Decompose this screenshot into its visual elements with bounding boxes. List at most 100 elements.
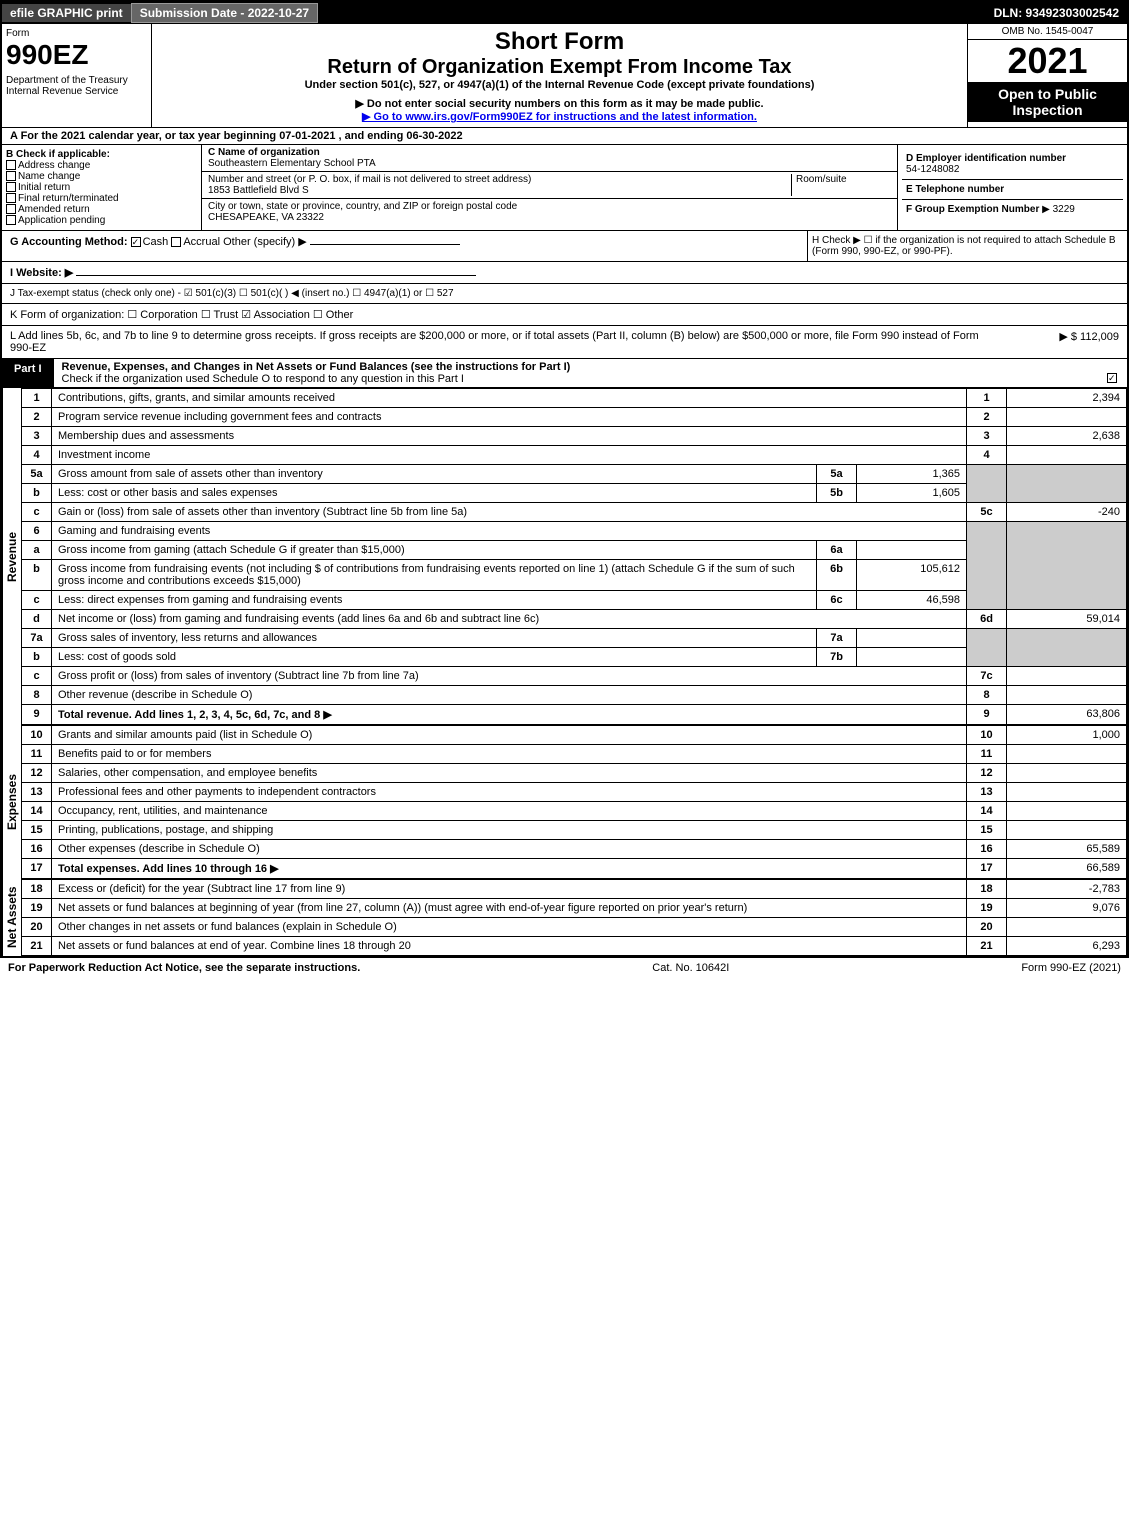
line-5c: cGain or (loss) from sale of assets othe… xyxy=(22,503,1127,522)
website-label: I Website: ▶ xyxy=(10,267,73,279)
expenses-sidebar: Expenses xyxy=(2,725,21,879)
section-l-amount: ▶ $ 112,009 xyxy=(999,330,1119,354)
line-8: 8Other revenue (describe in Schedule O)8 xyxy=(22,686,1127,705)
org-name: Southeastern Elementary School PTA xyxy=(208,158,891,169)
section-b-label: B Check if applicable: xyxy=(6,149,197,160)
org-address: 1853 Battlefield Blvd S xyxy=(208,185,791,196)
tax-year: 2021 xyxy=(968,40,1127,82)
subtitle: Under section 501(c), 527, or 4947(a)(1)… xyxy=(156,79,963,91)
line-6b: bGross income from fundraising events (n… xyxy=(22,560,1127,591)
ein-label: D Employer identification number xyxy=(906,153,1119,164)
revenue-sidebar: Revenue xyxy=(2,388,21,725)
inspection-badge: Open to Public Inspection xyxy=(968,82,1127,122)
group-value: ▶ 3229 xyxy=(1042,204,1075,215)
ein-value: 54-1248082 xyxy=(906,164,1119,175)
cash-label: Cash xyxy=(143,236,169,248)
form-number: 990EZ xyxy=(6,39,147,71)
line-9: 9Total revenue. Add lines 1, 2, 3, 4, 5c… xyxy=(22,705,1127,725)
section-l: L Add lines 5b, 6c, and 7b to line 9 to … xyxy=(2,326,1127,359)
form-label: Form xyxy=(6,28,147,39)
section-c: C Name of organization Southeastern Elem… xyxy=(202,145,897,230)
omb-number: OMB No. 1545-0047 xyxy=(968,24,1127,40)
accounting-label: G Accounting Method: xyxy=(10,236,128,248)
expenses-table: 10Grants and similar amounts paid (list … xyxy=(21,725,1127,879)
line-6a: aGross income from gaming (attach Schedu… xyxy=(22,541,1127,560)
checkbox-name[interactable]: Name change xyxy=(6,171,197,182)
other-label: Other (specify) ▶ xyxy=(223,236,307,248)
room-label: Room/suite xyxy=(796,174,891,185)
city-label: City or town, state or province, country… xyxy=(208,201,891,212)
footer: For Paperwork Reduction Act Notice, see … xyxy=(0,958,1129,978)
dln-label: DLN: 93492303002542 xyxy=(986,4,1127,22)
netassets-table: 18Excess or (deficit) for the year (Subt… xyxy=(21,879,1127,956)
section-l-text: L Add lines 5b, 6c, and 7b to line 9 to … xyxy=(10,330,999,354)
group-label: F Group Exemption Number xyxy=(906,204,1039,215)
line-11: 11Benefits paid to or for members11 xyxy=(22,745,1127,764)
opt-pending: Application pending xyxy=(18,215,105,226)
section-a: A For the 2021 calendar year, or tax yea… xyxy=(2,128,1127,145)
line-13: 13Professional fees and other payments t… xyxy=(22,783,1127,802)
footer-center: Cat. No. 10642I xyxy=(652,962,729,974)
line-10: 10Grants and similar amounts paid (list … xyxy=(22,726,1127,745)
section-b: B Check if applicable: Address change Na… xyxy=(2,145,202,230)
line-17: 17Total expenses. Add lines 10 through 1… xyxy=(22,859,1127,879)
opt-name: Name change xyxy=(18,171,80,182)
part1-title: Revenue, Expenses, and Changes in Net As… xyxy=(62,361,1119,373)
line-7a: 7aGross sales of inventory, less returns… xyxy=(22,629,1127,648)
accrual-label: Accrual xyxy=(183,236,220,248)
part1-check: Check if the organization used Schedule … xyxy=(62,373,1107,385)
line-6d: dNet income or (loss) from gaming and fu… xyxy=(22,610,1127,629)
section-j: J Tax-exempt status (check only one) - ☑… xyxy=(2,284,1127,304)
opt-initial: Initial return xyxy=(18,182,70,193)
org-city: CHESAPEAKE, VA 23322 xyxy=(208,212,891,223)
revenue-table: 1Contributions, gifts, grants, and simil… xyxy=(21,388,1127,725)
checkbox-initial[interactable]: Initial return xyxy=(6,182,197,193)
opt-final: Final return/terminated xyxy=(18,193,119,204)
line-19: 19Net assets or fund balances at beginni… xyxy=(22,899,1127,918)
section-g: G Accounting Method: Cash Accrual Other … xyxy=(2,231,807,261)
line-6: 6Gaming and fundraising events xyxy=(22,522,1127,541)
goto-link[interactable]: ▶ Go to www.irs.gov/Form990EZ for instru… xyxy=(156,110,963,123)
checkbox-address[interactable]: Address change xyxy=(6,160,197,171)
line-6c: cLess: direct expenses from gaming and f… xyxy=(22,591,1127,610)
submission-date: Submission Date - 2022-10-27 xyxy=(131,3,318,23)
section-d: D Employer identification number 54-1248… xyxy=(897,145,1127,230)
netassets-sidebar: Net Assets xyxy=(2,879,21,956)
opt-address: Address change xyxy=(18,160,90,171)
line-7c: cGross profit or (loss) from sales of in… xyxy=(22,667,1127,686)
warning-text: ▶ Do not enter social security numbers o… xyxy=(156,97,963,110)
header-center: Short Form Return of Organization Exempt… xyxy=(152,24,967,127)
line-4: 4Investment income4 xyxy=(22,446,1127,465)
section-h: H Check ▶ ☐ if the organization is not r… xyxy=(807,231,1127,261)
line-7b: bLess: cost of goods sold7b xyxy=(22,648,1127,667)
cash-checkbox[interactable] xyxy=(131,237,141,247)
line-2: 2Program service revenue including gover… xyxy=(22,408,1127,427)
line-16: 16Other expenses (describe in Schedule O… xyxy=(22,840,1127,859)
dept-label: Department of the Treasury Internal Reve… xyxy=(6,75,147,97)
short-form-title: Short Form xyxy=(156,28,963,56)
header-right: OMB No. 1545-0047 2021 Open to Public In… xyxy=(967,24,1127,127)
line-12: 12Salaries, other compensation, and empl… xyxy=(22,764,1127,783)
line-21: 21Net assets or fund balances at end of … xyxy=(22,937,1127,956)
accrual-checkbox[interactable] xyxy=(171,237,181,247)
line-14: 14Occupancy, rent, utilities, and mainte… xyxy=(22,802,1127,821)
footer-right: Form 990-EZ (2021) xyxy=(1021,962,1121,974)
checkbox-pending[interactable]: Application pending xyxy=(6,215,197,226)
line-5a: 5aGross amount from sale of assets other… xyxy=(22,465,1127,484)
section-i: I Website: ▶ xyxy=(2,262,1127,284)
checkbox-amended[interactable]: Amended return xyxy=(6,204,197,215)
header-row: Form 990EZ Department of the Treasury In… xyxy=(2,24,1127,128)
form-container: efile GRAPHIC print Submission Date - 20… xyxy=(0,0,1129,958)
opt-amended: Amended return xyxy=(18,204,90,215)
line-20: 20Other changes in net assets or fund ba… xyxy=(22,918,1127,937)
phone-label: E Telephone number xyxy=(906,184,1119,195)
efile-label[interactable]: efile GRAPHIC print xyxy=(2,4,131,22)
addr-label: Number and street (or P. O. box, if mail… xyxy=(208,174,791,185)
part1-checkbox[interactable] xyxy=(1107,373,1117,383)
part1-label: Part I xyxy=(2,359,54,387)
checkbox-final[interactable]: Final return/terminated xyxy=(6,193,197,204)
line-3: 3Membership dues and assessments32,638 xyxy=(22,427,1127,446)
irs-link[interactable]: ▶ Go to www.irs.gov/Form990EZ for instru… xyxy=(362,111,757,123)
line-18: 18Excess or (deficit) for the year (Subt… xyxy=(22,880,1127,899)
section-k: K Form of organization: ☐ Corporation ☐ … xyxy=(2,304,1127,326)
